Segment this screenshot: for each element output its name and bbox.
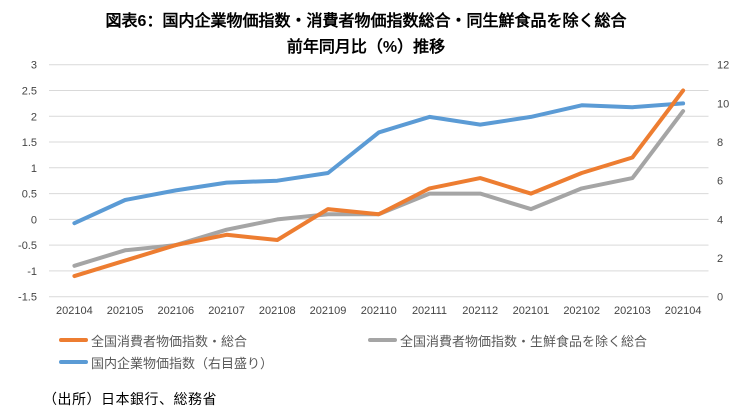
svg-text:202101: 202101	[513, 305, 550, 317]
svg-text:2: 2	[31, 111, 37, 123]
svg-text:202109: 202109	[310, 305, 347, 317]
svg-text:1.5: 1.5	[22, 137, 37, 149]
legend-item-cpi-ex-fresh-food: 全国消費者物価指数・生鮮食品を除く総合	[368, 332, 648, 349]
legend-label-cpi-total: 全国消費者物価指数・総合	[91, 333, 248, 349]
svg-text:202104: 202104	[56, 305, 93, 317]
legend-line-marker-gray-icon	[368, 338, 397, 342]
svg-text:0: 0	[31, 214, 37, 226]
svg-text:6: 6	[717, 176, 723, 188]
svg-text:202112: 202112	[462, 305, 498, 317]
svg-text:0.5: 0.5	[22, 189, 37, 201]
svg-text:202104: 202104	[665, 305, 702, 317]
svg-text:-1.5: -1.5	[18, 292, 37, 304]
figure-title-line2: 前年同月比（%）推移	[286, 39, 446, 56]
svg-text:202108: 202108	[259, 305, 296, 317]
svg-text:202111: 202111	[412, 305, 447, 317]
svg-text:202106: 202106	[157, 305, 194, 317]
legend-label-cgpi: 国内企業物価指数（右目盛り）	[91, 355, 274, 371]
svg-text:202102: 202102	[563, 305, 600, 317]
svg-text:-0.5: -0.5	[18, 240, 37, 252]
svg-text:2.5: 2.5	[22, 85, 37, 97]
legend-item-cpi-total: 全国消費者物価指数・総合	[59, 332, 248, 349]
svg-text:202105: 202105	[107, 305, 144, 317]
svg-text:-1: -1	[27, 266, 37, 278]
svg-text:202107: 202107	[208, 305, 245, 317]
legend-item-cgpi: 国内企業物価指数（右目盛り）	[59, 354, 274, 371]
figure-title: 図表6：国内企業物価指数・消費者物価指数総合・同生鮮食品を除く総合 前年同月比（…	[0, 9, 732, 61]
svg-text:8: 8	[717, 137, 723, 149]
svg-text:3: 3	[31, 60, 37, 72]
svg-text:202110: 202110	[361, 305, 397, 317]
svg-text:12: 12	[717, 60, 729, 72]
svg-text:10: 10	[717, 98, 729, 110]
svg-text:4: 4	[717, 214, 723, 226]
svg-text:0: 0	[717, 292, 723, 304]
source-note: （出所）日本銀行、総務省	[43, 391, 217, 407]
svg-text:1: 1	[31, 163, 37, 175]
legend-line-marker-blue-icon	[59, 360, 88, 364]
svg-text:202103: 202103	[614, 305, 651, 317]
legend-label-cpi-ex-fresh-food: 全国消費者物価指数・生鮮食品を除く総合	[400, 333, 648, 349]
legend-line-marker-orange-icon	[59, 338, 88, 342]
figure-title-line1: 図表6：国内企業物価指数・消費者物価指数総合・同生鮮食品を除く総合	[105, 13, 627, 30]
svg-text:2: 2	[717, 253, 723, 265]
